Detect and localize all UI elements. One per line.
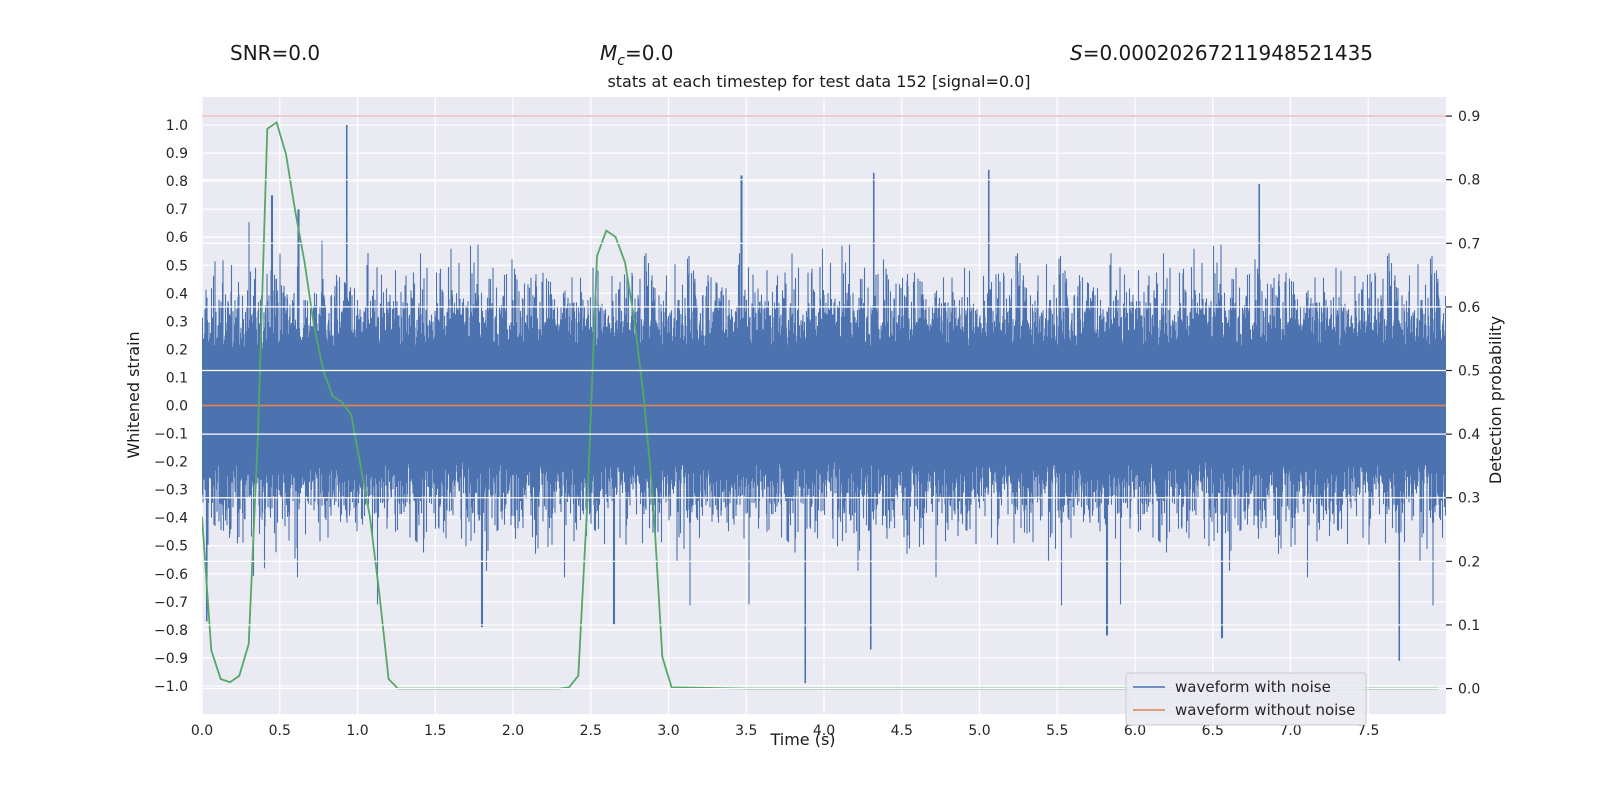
chirp-mass-subscript: c bbox=[617, 53, 625, 69]
y-tick-label: −0.7 bbox=[154, 595, 188, 611]
legend-label-noise: waveform with noise bbox=[1175, 678, 1331, 696]
x-tick-label: 4.0 bbox=[813, 723, 835, 739]
y-tick-label: −0.8 bbox=[154, 623, 188, 639]
chirp-mass-stat: Mc=0.0 bbox=[600, 41, 674, 69]
legend-label-clean: waveform without noise bbox=[1175, 701, 1355, 719]
y-tick-label: 0.6 bbox=[166, 230, 188, 246]
chart-title: stats at each timestep for test data 152… bbox=[607, 72, 1030, 91]
chirp-mass-value: =0.0 bbox=[625, 41, 674, 65]
y2-axis-ticks: 0.0 0.1 0.2 0.3 0.4 0.5 0.6 0.7 0.8 0.9 bbox=[1446, 109, 1480, 698]
y-tick-label: 0.5 bbox=[166, 258, 188, 274]
x-tick-label: 5.0 bbox=[968, 723, 990, 739]
y2-tick-label: 0.1 bbox=[1458, 618, 1480, 634]
y-tick-label: 0.7 bbox=[166, 202, 188, 218]
y-tick-label: −0.4 bbox=[154, 511, 188, 527]
y-tick-label: 0.2 bbox=[166, 342, 188, 358]
y-tick-label: −0.2 bbox=[154, 455, 188, 471]
x-tick-label: 0.5 bbox=[269, 723, 291, 739]
x-tick-label: 7.5 bbox=[1357, 723, 1379, 739]
y-tick-label: 1.0 bbox=[166, 118, 188, 134]
y-tick-label: 0.0 bbox=[166, 399, 188, 415]
y-tick-label: −0.9 bbox=[154, 651, 188, 667]
y-tick-label: 0.8 bbox=[166, 174, 188, 190]
x-tick-label: 3.0 bbox=[657, 723, 679, 739]
x-tick-label: 2.5 bbox=[580, 723, 602, 739]
y-tick-label: −0.1 bbox=[154, 427, 188, 443]
y-tick-label: −0.6 bbox=[154, 567, 188, 583]
y-tick-label: 0.4 bbox=[166, 286, 188, 302]
x-tick-label: 5.5 bbox=[1046, 723, 1068, 739]
x-tick-label: 4.5 bbox=[891, 723, 913, 739]
y-tick-label: −0.3 bbox=[154, 483, 188, 499]
y2-axis-label: Detection probability bbox=[1486, 316, 1505, 484]
y2-tick-label: 0.5 bbox=[1458, 364, 1480, 380]
y-tick-label: 0.3 bbox=[166, 314, 188, 330]
y-tick-label: −0.5 bbox=[154, 539, 188, 555]
y2-tick-label: 0.7 bbox=[1458, 236, 1480, 252]
y-tick-label: 0.1 bbox=[166, 370, 188, 386]
y2-tick-label: 0.9 bbox=[1458, 109, 1480, 125]
legend-box bbox=[1125, 672, 1367, 726]
x-tick-label: 0.0 bbox=[191, 723, 213, 739]
y-axis-ticks: 1.0 0.9 0.8 0.7 0.6 0.5 0.4 0.3 0.2 0.1 0.0 −0.1 −0.… bbox=[154, 118, 188, 695]
chirp-mass-symbol: M bbox=[600, 41, 617, 65]
waveform-with-noise-line bbox=[202, 125, 1446, 684]
y-tick-label: −1.0 bbox=[154, 679, 188, 695]
legend: waveform with noise waveform without noi… bbox=[1125, 672, 1367, 726]
y2-tick-label: 0.2 bbox=[1458, 554, 1480, 570]
y2-tick-label: 0.0 bbox=[1458, 682, 1480, 698]
score-symbol: S bbox=[1070, 41, 1083, 65]
y-axis-label: Whitened strain bbox=[124, 331, 143, 458]
score-stat: S=0.00020267211948521435 bbox=[1070, 41, 1373, 65]
score-value: =0.00020267211948521435 bbox=[1083, 41, 1373, 65]
x-tick-label: 1.0 bbox=[346, 723, 368, 739]
x-tick-label: 1.5 bbox=[424, 723, 446, 739]
x-tick-label: 2.0 bbox=[502, 723, 524, 739]
y2-tick-label: 0.4 bbox=[1458, 427, 1480, 443]
y2-tick-label: 0.6 bbox=[1458, 300, 1480, 316]
y-tick-label: 0.9 bbox=[166, 146, 188, 162]
x-axis-ticks: 0.0 0.5 1.0 1.5 2.0 2.5 3.0 3.5 4.0 4.5 5.0 5.5 6.0 6… bbox=[191, 723, 1380, 739]
x-tick-label: 7.0 bbox=[1279, 723, 1301, 739]
x-tick-label: 3.5 bbox=[735, 723, 757, 739]
x-axis-label: Time (s) bbox=[769, 730, 835, 749]
snr-stat: SNR=0.0 bbox=[230, 41, 320, 65]
y2-tick-label: 0.3 bbox=[1458, 491, 1480, 507]
y2-tick-label: 0.8 bbox=[1458, 173, 1480, 189]
x-tick-label: 6.0 bbox=[1124, 723, 1146, 739]
x-tick-label: 6.5 bbox=[1202, 723, 1224, 739]
